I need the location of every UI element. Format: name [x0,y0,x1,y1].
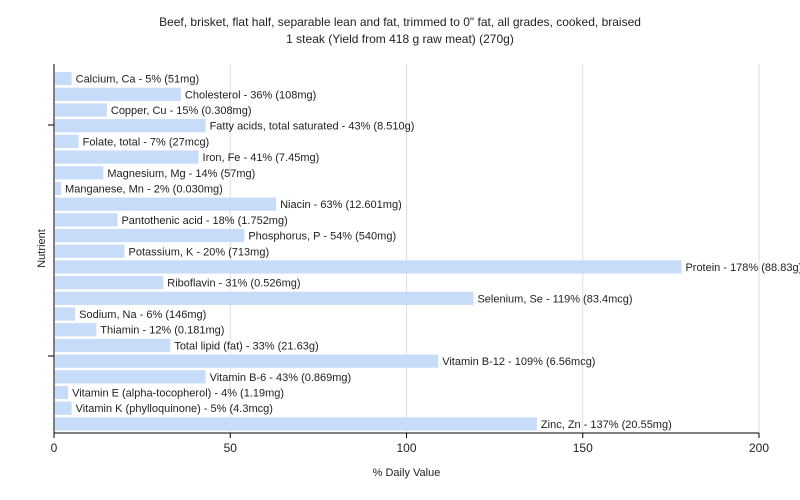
x-tick-label: 50 [224,441,238,455]
bar [55,244,125,258]
bar [55,213,118,227]
bar [55,370,206,384]
bar-label: Zinc, Zn - 137% (20.55mg) [541,419,672,431]
bar-label: Vitamin B-6 - 43% (0.869mg) [210,372,352,384]
bar-label: Pantothenic acid - 18% (1.752mg) [121,215,287,227]
bar [55,181,62,196]
bar [55,134,79,148]
x-tick-label: 100 [396,441,416,455]
bar-label: Total lipid (fat) - 33% (21.63g) [174,340,318,352]
bar-label: Thiamin - 12% (0.181mg) [100,325,224,337]
bar-label: Copper, Cu - 15% (0.308mg) [111,105,252,117]
chart-title: Beef, brisket, flat half, separable lean… [159,15,641,29]
bar-label: Vitamin B-12 - 109% (6.56mcg) [442,356,595,368]
bar [55,323,97,337]
bar-label: Potassium, K - 20% (713mg) [129,246,270,258]
bar-label: Vitamin K (phylloquinone) - 5% (4.3mcg) [76,403,273,415]
chart-subtitle: 1 steak (Yield from 418 g raw meat) (270… [286,32,514,46]
bar-label: Phosphorus, P - 54% (540mg) [248,231,396,243]
bar [55,385,69,400]
bar [55,228,245,243]
bar [55,103,107,117]
bar [55,338,171,353]
bar [55,260,682,274]
bar [55,291,474,305]
bar [55,354,439,368]
bar [55,307,76,321]
x-tick-label: 200 [749,441,769,455]
bar-label: Iron, Fe - 41% (7.45mg) [203,152,320,164]
bar [55,150,199,164]
x-tick-label: 150 [573,441,593,455]
bar [55,72,72,86]
y-axis-label: Nutrient [36,229,48,268]
bar-label: Sodium, Na - 6% (146mg) [79,309,206,321]
bar-label: Fatty acids, total saturated - 43% (8.51… [210,121,415,133]
bar-label: Riboflavin - 31% (0.526mg) [167,278,300,290]
bar [55,417,537,431]
bar-label: Calcium, Ca - 5% (51mg) [76,74,199,86]
bar-label: Protein - 178% (88.83g) [685,262,800,274]
bar-label: Vitamin E (alpha-tocopherol) - 4% (1.19m… [72,388,284,400]
bar [55,119,206,133]
bar [55,197,277,211]
x-tick-label: 0 [51,441,58,455]
bar-label: Niacin - 63% (12.601mg) [280,199,402,211]
bar-label: Selenium, Se - 119% (83.4mcg) [477,293,632,305]
x-axis-label: % Daily Value [373,467,441,479]
bar-label: Cholesterol - 36% (108mg) [185,89,316,101]
bar-label: Folate, total - 7% (27mcg) [83,136,210,148]
bar [55,166,104,180]
bar-label: Manganese, Mn - 2% (0.030mg) [65,183,223,195]
bar [55,276,164,290]
bar [55,87,181,101]
bar-label: Magnesium, Mg - 14% (57mg) [107,168,255,180]
bar [55,401,72,415]
